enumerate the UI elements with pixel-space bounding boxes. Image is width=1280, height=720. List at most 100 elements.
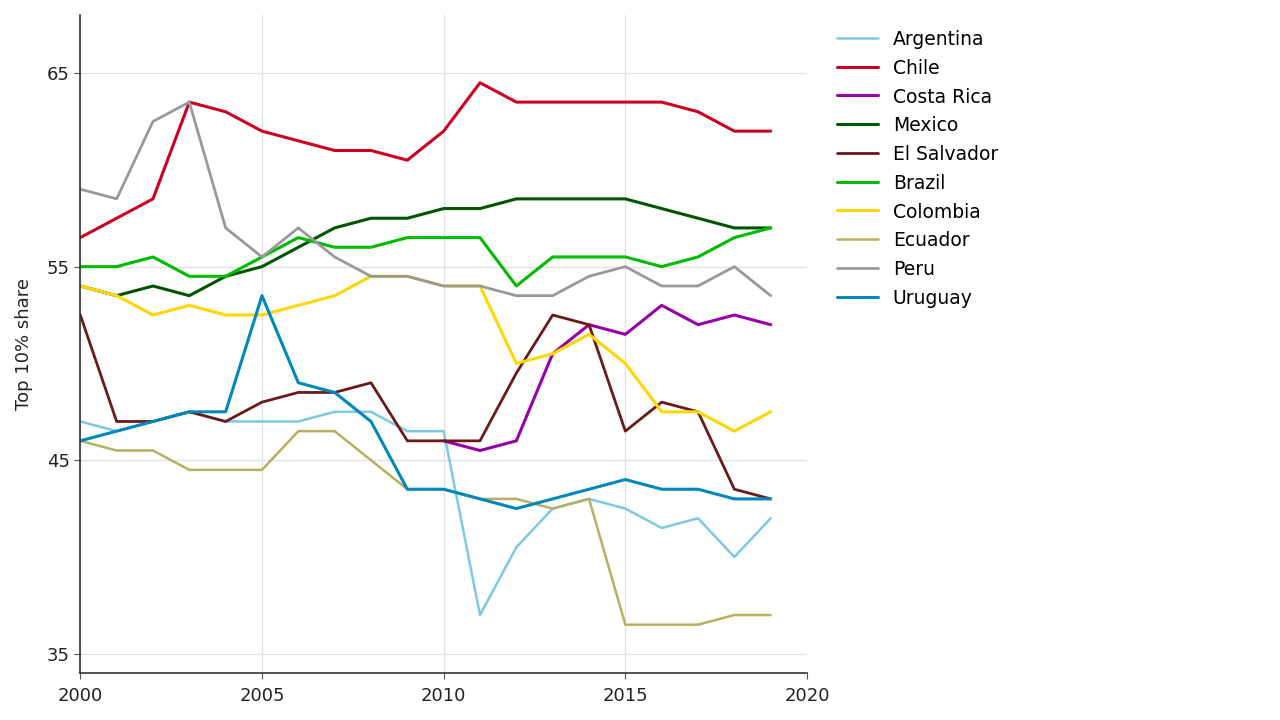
El Salvador xyxy=(727,485,742,493)
Uruguay xyxy=(73,436,88,445)
El Salvador xyxy=(545,311,561,320)
Colombia xyxy=(618,359,634,368)
Colombia xyxy=(73,282,88,290)
Ecuador xyxy=(727,611,742,619)
Ecuador xyxy=(399,485,415,493)
Chile xyxy=(255,127,270,135)
Peru xyxy=(364,272,379,281)
El Salvador xyxy=(618,427,634,436)
Ecuador xyxy=(146,446,161,455)
Peru xyxy=(581,272,596,281)
Line: Colombia: Colombia xyxy=(81,276,771,431)
Ecuador xyxy=(73,436,88,445)
Argentina xyxy=(291,417,306,426)
Y-axis label: Top 10% share: Top 10% share xyxy=(15,278,33,410)
Chile xyxy=(654,98,669,107)
Brazil xyxy=(109,262,124,271)
Brazil xyxy=(326,243,342,251)
Uruguay xyxy=(182,408,197,416)
Peru xyxy=(508,292,524,300)
Peru xyxy=(472,282,488,290)
Brazil xyxy=(727,233,742,242)
Colombia xyxy=(364,272,379,281)
Mexico xyxy=(218,272,233,281)
Line: Mexico: Mexico xyxy=(81,199,771,296)
Chile xyxy=(218,107,233,116)
Line: Chile: Chile xyxy=(81,83,771,238)
Ecuador xyxy=(255,466,270,474)
Peru xyxy=(399,272,415,281)
Uruguay xyxy=(146,417,161,426)
Ecuador xyxy=(436,485,452,493)
Costa Rica xyxy=(763,320,778,329)
Argentina xyxy=(545,504,561,513)
Brazil xyxy=(146,253,161,261)
Uruguay xyxy=(218,408,233,416)
El Salvador xyxy=(508,369,524,377)
Line: Uruguay: Uruguay xyxy=(81,296,771,508)
Colombia xyxy=(255,311,270,320)
Chile xyxy=(399,156,415,164)
Peru xyxy=(326,253,342,261)
Ecuador xyxy=(618,621,634,629)
Argentina xyxy=(690,514,705,523)
Argentina xyxy=(581,495,596,503)
Mexico xyxy=(291,243,306,251)
Peru xyxy=(109,194,124,203)
Chile xyxy=(581,98,596,107)
Mexico xyxy=(109,292,124,300)
Argentina xyxy=(472,611,488,619)
Chile xyxy=(146,194,161,203)
Colombia xyxy=(763,408,778,416)
Uruguay xyxy=(654,485,669,493)
Brazil xyxy=(436,233,452,242)
Colombia xyxy=(545,349,561,358)
Brazil xyxy=(364,243,379,251)
El Salvador xyxy=(364,379,379,387)
Argentina xyxy=(109,427,124,436)
Argentina xyxy=(654,523,669,532)
Peru xyxy=(73,185,88,194)
Uruguay xyxy=(255,292,270,300)
El Salvador xyxy=(291,388,306,397)
Argentina xyxy=(364,408,379,416)
Brazil xyxy=(472,233,488,242)
Colombia xyxy=(508,359,524,368)
Brazil xyxy=(763,224,778,233)
Chile xyxy=(326,146,342,155)
Ecuador xyxy=(690,621,705,629)
El Salvador xyxy=(109,417,124,426)
Colombia xyxy=(146,311,161,320)
Brazil xyxy=(182,272,197,281)
Ecuador xyxy=(326,427,342,436)
Mexico xyxy=(255,262,270,271)
Mexico xyxy=(654,204,669,213)
Line: Costa Rica: Costa Rica xyxy=(444,305,771,451)
El Salvador xyxy=(146,417,161,426)
Mexico xyxy=(618,194,634,203)
Brazil xyxy=(618,253,634,261)
Brazil xyxy=(545,253,561,261)
Costa Rica xyxy=(436,436,452,445)
Brazil xyxy=(218,272,233,281)
Peru xyxy=(727,262,742,271)
Mexico xyxy=(508,194,524,203)
Uruguay xyxy=(364,417,379,426)
Peru xyxy=(618,262,634,271)
Mexico xyxy=(73,282,88,290)
Ecuador xyxy=(654,621,669,629)
Chile xyxy=(182,98,197,107)
Colombia xyxy=(326,292,342,300)
Brazil xyxy=(291,233,306,242)
Costa Rica xyxy=(690,320,705,329)
Argentina xyxy=(255,417,270,426)
Mexico xyxy=(182,292,197,300)
El Salvador xyxy=(436,436,452,445)
Mexico xyxy=(472,204,488,213)
Uruguay xyxy=(508,504,524,513)
Brazil xyxy=(399,233,415,242)
Line: Ecuador: Ecuador xyxy=(81,431,771,625)
Line: Argentina: Argentina xyxy=(81,412,771,615)
Chile xyxy=(364,146,379,155)
Peru xyxy=(763,292,778,300)
